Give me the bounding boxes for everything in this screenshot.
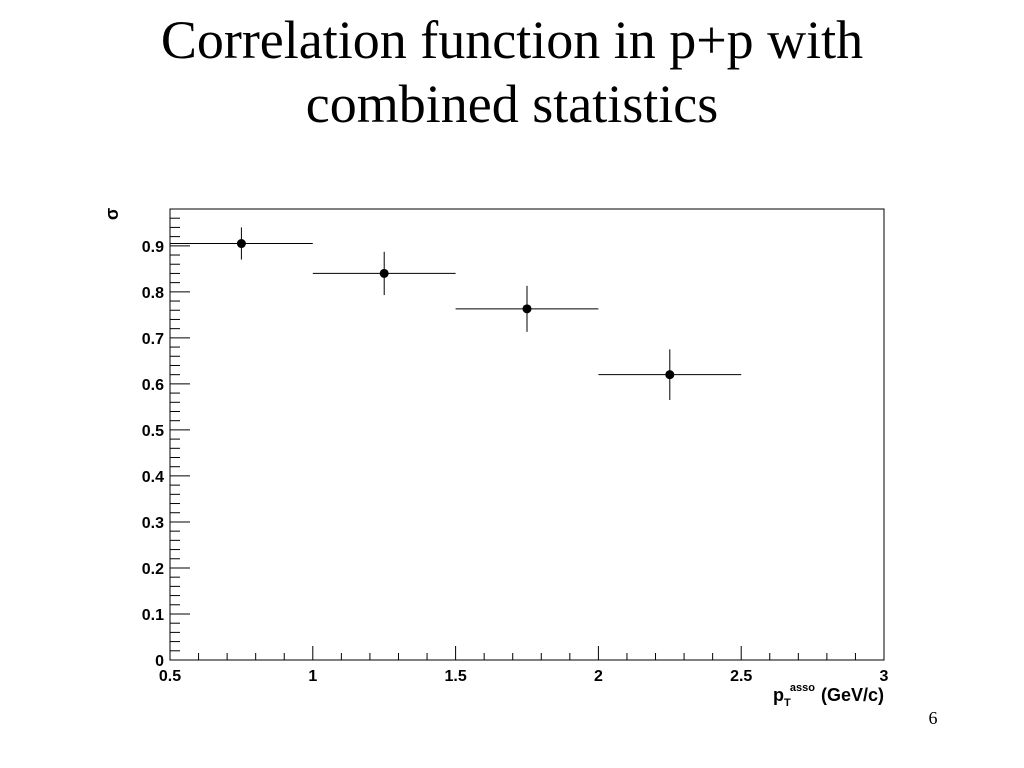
x-axis-label: pTasso (GeV/c)	[773, 682, 884, 709]
point-marker	[379, 268, 389, 278]
x-tick-label: 2.5	[730, 668, 752, 685]
x-axis-ticks	[169, 646, 885, 660]
data-point	[598, 349, 742, 400]
y-tick-label: 0.3	[142, 515, 164, 532]
y-axis-ticks	[170, 217, 190, 661]
data-point	[455, 285, 599, 332]
data-points	[170, 227, 742, 400]
x-axis-label-unit: (GeV/c)	[821, 685, 884, 705]
y-tick-label: 0.7	[142, 331, 164, 348]
x-axis-label-main: p	[773, 685, 784, 705]
y-tick-label: 0	[155, 653, 164, 670]
x-tick-label: 1.5	[444, 668, 466, 685]
x-axis-tick-labels: 0.5 1 1.5 2 2.5 3	[159, 668, 889, 685]
y-tick-label: 0.1	[142, 607, 164, 624]
y-tick-label: 0.8	[142, 285, 164, 302]
x-tick-label: 3	[880, 668, 889, 685]
y-tick-label: 0.9	[142, 239, 164, 256]
x-tick-label: 2	[594, 668, 603, 685]
x-axis-label-sup: asso	[790, 682, 815, 694]
y-tick-label: 0.5	[142, 423, 164, 440]
y-tick-label: 0.6	[142, 377, 164, 394]
point-marker	[236, 239, 246, 249]
page-number: 6	[928, 708, 938, 728]
data-point	[312, 251, 456, 296]
point-marker	[522, 304, 532, 314]
x-axis-label-sub: T	[784, 697, 791, 709]
y-axis-label: σ	[102, 208, 122, 220]
slide-title: Correlation function in p+p with combine…	[0, 8, 1024, 136]
slide-title-line-2: combined statistics	[305, 74, 719, 134]
data-point	[170, 227, 313, 260]
y-tick-label: 0.4	[142, 469, 164, 486]
slide-title-line-1: Correlation function in p+p with	[160, 10, 864, 70]
point-marker	[665, 370, 675, 380]
x-tick-label: 0.5	[159, 668, 181, 685]
y-tick-label: 0.2	[142, 561, 164, 578]
y-axis-tick-labels: 0 0.1 0.2 0.3 0.4 0.5 0.6 0.7 0.8 0.9	[142, 239, 164, 670]
plot-frame	[169, 208, 885, 661]
x-tick-label: 1	[308, 668, 317, 685]
